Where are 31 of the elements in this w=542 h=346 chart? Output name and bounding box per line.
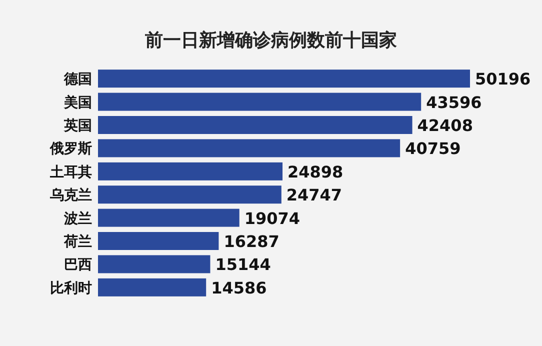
y-tick-label: 美国 [63, 94, 92, 111]
data-label: 50196 [475, 70, 531, 89]
bar [98, 186, 282, 204]
y-tick-label: 土耳其 [49, 164, 92, 180]
data-label: 15144 [215, 255, 271, 274]
bar [98, 232, 219, 250]
data-label: 40759 [405, 139, 461, 158]
bar [98, 208, 240, 227]
data-label: 43596 [426, 92, 482, 112]
data-label: 14586 [211, 278, 267, 298]
y-tick-label: 英国 [63, 118, 92, 134]
data-label: 24747 [286, 186, 342, 205]
y-tick-label: 乌克兰 [49, 186, 92, 204]
y-tick-label: 俄罗斯 [49, 141, 92, 158]
bar [98, 255, 210, 274]
data-label: 24898 [288, 162, 344, 182]
chart-title: 前一日新增确诊病例数前十国家 [144, 30, 397, 51]
bar [98, 116, 412, 134]
bar [98, 139, 400, 158]
y-tick-label: 波兰 [63, 210, 92, 227]
data-label: 16287 [224, 232, 280, 251]
y-tick-label: 比利时 [50, 280, 92, 296]
bar [98, 162, 283, 180]
data-label: 42408 [417, 116, 473, 135]
bar [98, 92, 422, 111]
y-tick-label: 德国 [63, 72, 92, 88]
bar [98, 278, 206, 296]
y-tick-label: 巴西 [64, 257, 92, 274]
data-label: 19074 [244, 208, 300, 228]
y-tick-label: 荷兰 [63, 233, 92, 250]
bar [98, 70, 470, 88]
